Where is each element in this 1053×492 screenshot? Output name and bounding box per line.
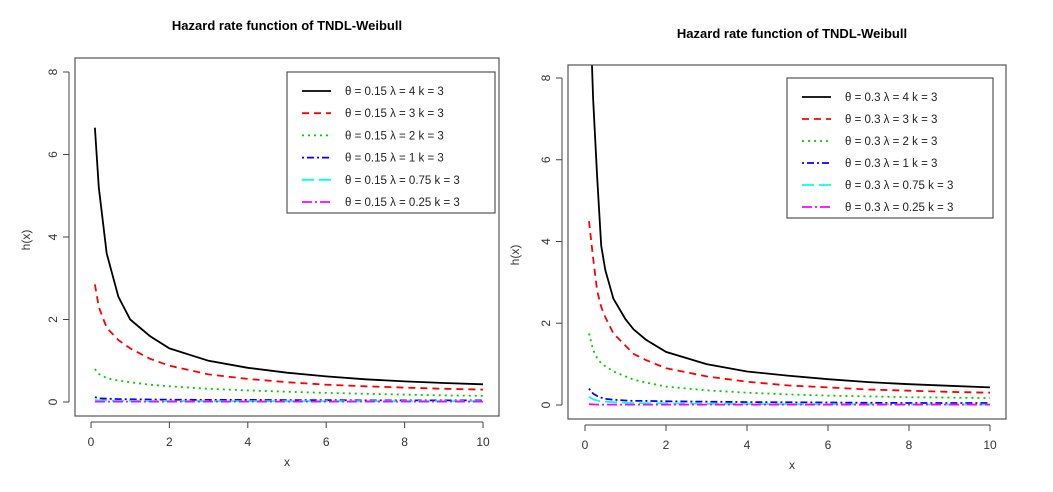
- legend-label-1: θ = 0.15 λ = 3 k = 3: [345, 108, 444, 120]
- y-tick-label: 4: [539, 238, 553, 245]
- x-axis-label: x: [789, 458, 795, 472]
- legend-label-0: θ = 0.15 λ = 4 k = 3: [345, 86, 444, 98]
- legend-label-4: θ = 0.15 λ = 0.75 k = 3: [345, 175, 460, 187]
- x-tick-label: 6: [323, 435, 330, 449]
- y-tick-label: 8: [539, 74, 553, 81]
- legend-label-2: θ = 0.3 λ = 2 k = 3: [845, 136, 937, 148]
- x-tick-label: 4: [244, 435, 251, 449]
- legend-label-1: θ = 0.3 λ = 3 k = 3: [845, 114, 937, 126]
- x-axis-label: x: [284, 455, 290, 469]
- x-tick-label: 2: [166, 435, 173, 449]
- x-tick-label: 10: [983, 438, 997, 452]
- x-tick-label: 4: [744, 438, 751, 452]
- legend-label-3: θ = 0.3 λ = 1 k = 3: [845, 158, 937, 170]
- x-tick-label: 2: [663, 438, 670, 452]
- y-tick-label: 0: [46, 398, 60, 405]
- series-line-2: [589, 334, 990, 399]
- x-tick-label: 8: [906, 438, 913, 452]
- y-tick-label: 2: [46, 316, 60, 323]
- left-plot: Hazard rate function of TNDL-Weibull 0 2 4 6…: [19, 18, 499, 469]
- y-tick-label: 2: [539, 320, 553, 327]
- right-plot: Hazard rate function of TNDL-Weibull 0 2 4 6…: [508, 0, 1006, 472]
- legend-label-0: θ = 0.3 λ = 4 k = 3: [845, 92, 937, 104]
- x-tick-label: 0: [88, 435, 95, 449]
- legend-label-5: θ = 0.15 λ = 0.25 k = 3: [345, 197, 460, 209]
- legend-label-4: θ = 0.3 λ = 0.75 k = 3: [845, 180, 953, 192]
- x-tick-label: 0: [582, 438, 589, 452]
- series-line-3: [95, 397, 483, 400]
- y-tick-label: 0: [539, 401, 553, 408]
- y-tick-label: 4: [46, 233, 60, 240]
- x-tick-label: 10: [476, 435, 490, 449]
- chart-title: Hazard rate function of TNDL-Weibull: [677, 26, 907, 41]
- y-tick-label: 6: [46, 151, 60, 158]
- x-tick-label: 8: [401, 435, 408, 449]
- chart-title: Hazard rate function of TNDL-Weibull: [172, 18, 402, 33]
- legend-label-3: θ = 0.15 λ = 1 k = 3: [345, 153, 444, 165]
- series-line-1: [589, 221, 990, 393]
- legend-label-2: θ = 0.15 λ = 2 k = 3: [345, 130, 444, 142]
- y-tick-label: 6: [539, 156, 553, 163]
- legend-label-5: θ = 0.3 λ = 0.25 k = 3: [845, 202, 953, 214]
- y-tick-label: 8: [46, 68, 60, 75]
- series-line-1: [95, 284, 483, 389]
- y-axis-label: h(x): [508, 245, 522, 266]
- y-axis-label: h(x): [19, 230, 33, 251]
- x-tick-label: 6: [825, 438, 832, 452]
